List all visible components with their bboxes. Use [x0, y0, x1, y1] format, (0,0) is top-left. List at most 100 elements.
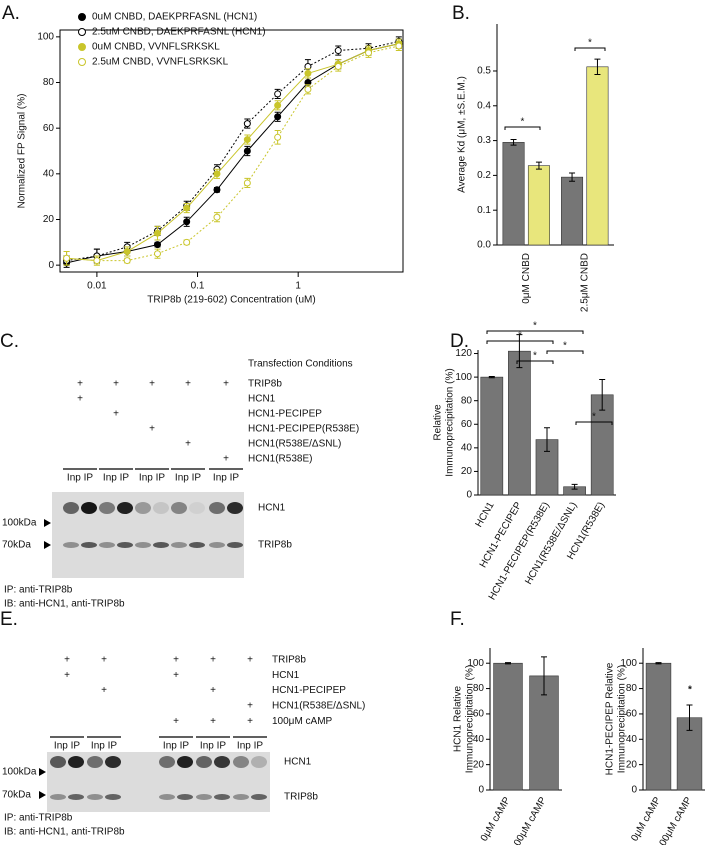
panel-label: E. — [0, 609, 18, 630]
condition-label: HCN1 — [272, 670, 300, 681]
data-point — [243, 120, 251, 128]
lane-label: Inp IP — [200, 741, 226, 752]
significance-bracket — [504, 126, 541, 130]
y-tick-label: 0 — [631, 785, 637, 796]
bar — [527, 165, 550, 246]
panel-label: B. — [452, 3, 470, 24]
data-point — [243, 136, 251, 144]
error-bar — [686, 704, 693, 731]
blot-band — [209, 502, 225, 514]
data-point — [183, 238, 191, 246]
legend-marker — [78, 58, 86, 66]
condition-label: HCN1(R538E/ΔSNL) — [272, 701, 365, 712]
y-axis-label: Average Kd (μM, ±S.E.M.) — [457, 76, 468, 193]
data-point — [334, 47, 342, 55]
condition-mark: + — [77, 394, 83, 405]
legend-marker — [78, 13, 86, 21]
data-point — [334, 63, 342, 71]
marker-arrow — [39, 791, 46, 799]
blot-band — [251, 756, 267, 768]
data-point — [123, 247, 131, 255]
y-tick-label: 20 — [461, 466, 473, 477]
condition-mark: + — [247, 716, 253, 727]
series-line — [66, 43, 399, 262]
condition-mark: + — [173, 655, 179, 666]
condition-label: HCN1 — [248, 394, 276, 405]
x-axis-label: TRIP8b (219-602) Concentration (uM) — [147, 295, 315, 306]
blot-band — [50, 794, 66, 800]
bar — [586, 66, 609, 246]
data-point — [93, 257, 101, 265]
panel-label: D. — [450, 331, 469, 352]
y-tick-label: 40 — [461, 442, 473, 453]
legend-marker — [78, 28, 86, 36]
size-marker: 100kDa — [2, 518, 37, 529]
bar — [480, 376, 504, 496]
error-bar — [535, 161, 542, 170]
data-point — [213, 213, 221, 221]
data-point — [153, 250, 161, 258]
lane-label: Inp IP — [139, 473, 165, 484]
condition-mark: + — [210, 716, 216, 727]
blot-band — [189, 542, 205, 548]
x-tick-label: 0.1 — [191, 281, 205, 292]
data-point — [395, 42, 403, 50]
condition-mark: + — [247, 655, 253, 666]
plot-frame — [59, 29, 404, 273]
legend-marker — [78, 43, 86, 51]
data-point — [243, 179, 251, 187]
condition-mark: + — [64, 655, 70, 666]
lane-label: Inp IP — [103, 473, 129, 484]
condition-mark: + — [101, 655, 107, 666]
condition-mark: + — [223, 379, 229, 390]
data-point — [213, 170, 221, 178]
blot-band — [117, 502, 133, 514]
lane-label: Inp IP — [67, 473, 93, 484]
y-tick-label: 0.2 — [477, 170, 491, 181]
condition-mark: + — [149, 379, 155, 390]
y-tick-label: 0.3 — [477, 135, 491, 146]
significance-star: * — [518, 331, 522, 342]
condition-label: HCN1(R538E/ΔSNL) — [248, 439, 341, 450]
y-tick-label: 60 — [626, 709, 638, 720]
x-tick-label: 0μM cAMP — [629, 795, 663, 843]
blot-band — [189, 502, 205, 514]
data-point — [274, 101, 282, 109]
size-marker: 70kDa — [2, 790, 31, 801]
blot-band — [214, 794, 230, 800]
blot-band — [105, 794, 121, 800]
blot-band — [227, 502, 243, 514]
condition-mark: + — [247, 701, 253, 712]
blot-note: IB: anti-HCN1, anti-TRIP8b — [4, 599, 125, 610]
y-tick-label: 60 — [473, 709, 485, 720]
error-bar — [569, 172, 576, 182]
blot-band — [159, 756, 175, 768]
blot-band — [63, 502, 79, 514]
data-point — [274, 113, 282, 121]
panel-label: C. — [0, 331, 19, 352]
data-point — [304, 85, 312, 93]
y-tick-label: 80 — [43, 77, 55, 88]
data-point — [274, 90, 282, 98]
y-tick-label: 100 — [620, 658, 637, 669]
significance-star: * — [533, 321, 537, 332]
data-point — [123, 257, 131, 265]
y-axis-label: Immunoprecipitation (%) — [465, 665, 476, 773]
y-axis-label: HCN1-PECIPEP Relative — [605, 662, 616, 775]
significance-star: * — [588, 38, 592, 49]
legend-label: 2.5uM CNBD, DAEKPRFASNL (HCN1) — [92, 27, 266, 38]
significance-star: * — [563, 341, 567, 352]
error-bar — [599, 378, 606, 411]
blot-band — [50, 756, 66, 768]
y-tick-label: 0.5 — [477, 66, 491, 77]
y-tick-label: 0 — [48, 260, 54, 271]
blot-band — [177, 794, 193, 800]
blot-image — [47, 752, 270, 812]
y-tick-label: 20 — [43, 214, 55, 225]
blot-band — [135, 542, 151, 548]
condition-mark: + — [64, 670, 70, 681]
condition-label: HCN1-PECIPEP(R538E) — [248, 424, 359, 435]
error-bar — [516, 334, 523, 369]
data-point — [153, 241, 161, 249]
